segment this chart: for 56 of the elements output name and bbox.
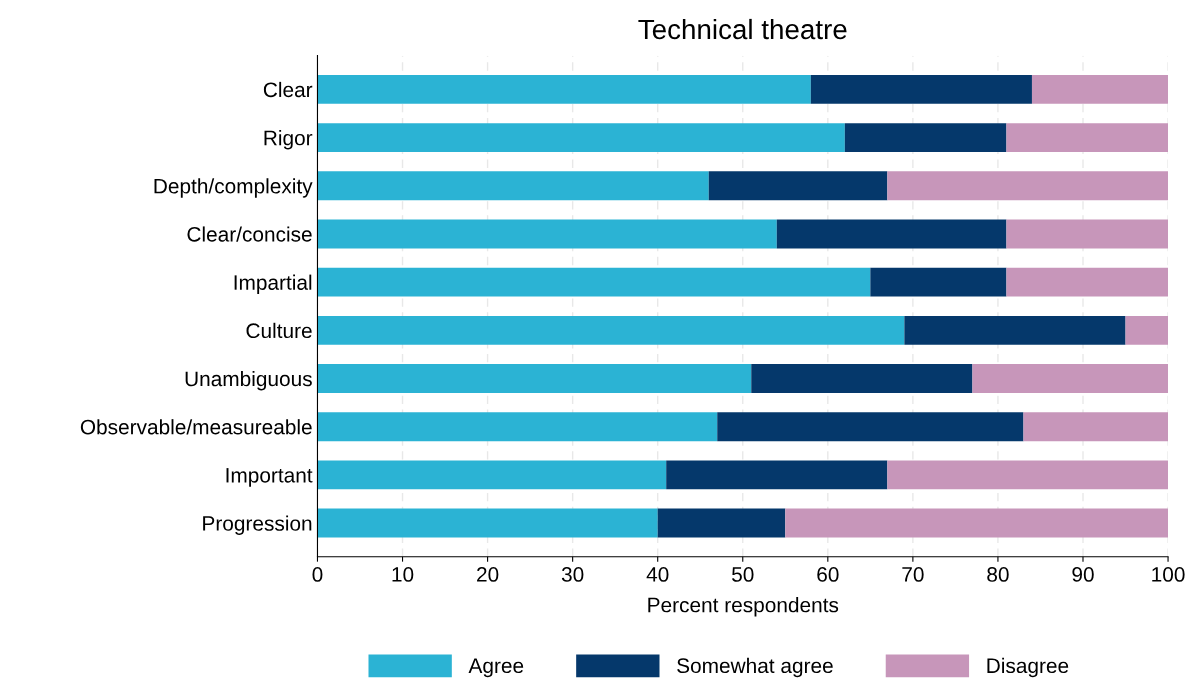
x-tick-label: 40 — [646, 567, 669, 582]
bar — [317, 364, 752, 393]
y-tick-label: Clear — [263, 81, 313, 98]
y-tick-label: Depth/complexity — [154, 178, 313, 198]
x-tick-label: 80 — [987, 567, 1009, 582]
bar — [1006, 123, 1169, 153]
bar — [317, 315, 905, 345]
x-tick-label: 100 — [1152, 567, 1185, 582]
bar — [708, 171, 888, 201]
x-tick-label: 60 — [817, 567, 839, 582]
bar — [657, 508, 786, 538]
bar — [904, 315, 1126, 345]
y-tick-label: Clear/concise — [187, 226, 312, 242]
y-tick-label: Rigor — [264, 130, 313, 150]
bar — [666, 460, 888, 490]
bar — [317, 412, 718, 442]
y-tick-label: Important — [226, 468, 313, 487]
y-tick-label: Progression — [203, 515, 312, 535]
bar — [751, 364, 973, 393]
y-tick-label: Unambiguous — [185, 370, 312, 391]
x-tick-label: 50 — [732, 567, 754, 582]
x-tick-label: 30 — [561, 567, 584, 582]
y-tick-label: Observable/measureable — [80, 419, 312, 435]
bar — [810, 74, 1032, 104]
bar — [776, 219, 1007, 249]
bar — [887, 460, 1169, 490]
legend-label: Agree — [468, 658, 524, 678]
bar — [1006, 267, 1169, 297]
bar — [717, 412, 1024, 442]
x-tick-label: 90 — [1072, 567, 1094, 582]
x-tick-label: 10 — [392, 567, 414, 582]
bar — [1006, 219, 1169, 249]
x-tick-label: 70 — [902, 567, 924, 582]
bar — [317, 74, 811, 104]
bar — [317, 460, 667, 490]
legend-label: Somewhat agree — [677, 657, 833, 678]
bar — [1125, 315, 1169, 345]
bar — [870, 267, 1007, 297]
bar — [887, 171, 1169, 201]
bar — [317, 219, 777, 249]
bar — [317, 171, 709, 201]
bar — [844, 123, 1007, 153]
y-tick-label: Impartial — [234, 274, 312, 295]
y-tick-label: Culture — [246, 322, 312, 339]
bar — [317, 508, 658, 538]
legend-label: Disagree — [987, 657, 1069, 678]
bar — [785, 508, 1169, 538]
bar — [1031, 74, 1169, 104]
x-axis-title: Percent respondents — [648, 597, 839, 617]
chart-title: Technical theatre — [638, 18, 847, 40]
bar — [972, 364, 1169, 393]
x-tick-label: 0 — [312, 567, 323, 582]
bar — [317, 267, 871, 297]
x-tick-label: 20 — [477, 567, 499, 582]
bar — [317, 123, 845, 153]
bar — [1023, 412, 1169, 442]
